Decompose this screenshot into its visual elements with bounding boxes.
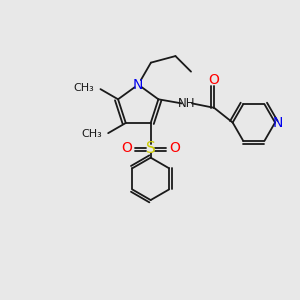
Text: O: O bbox=[122, 141, 133, 155]
Text: O: O bbox=[209, 74, 220, 88]
Text: N: N bbox=[272, 116, 283, 130]
Text: N: N bbox=[133, 78, 143, 92]
Text: CH₃: CH₃ bbox=[73, 83, 94, 93]
Text: CH₃: CH₃ bbox=[81, 129, 102, 139]
Text: S: S bbox=[146, 141, 156, 156]
Text: O: O bbox=[169, 141, 180, 155]
Text: NH: NH bbox=[178, 97, 196, 110]
